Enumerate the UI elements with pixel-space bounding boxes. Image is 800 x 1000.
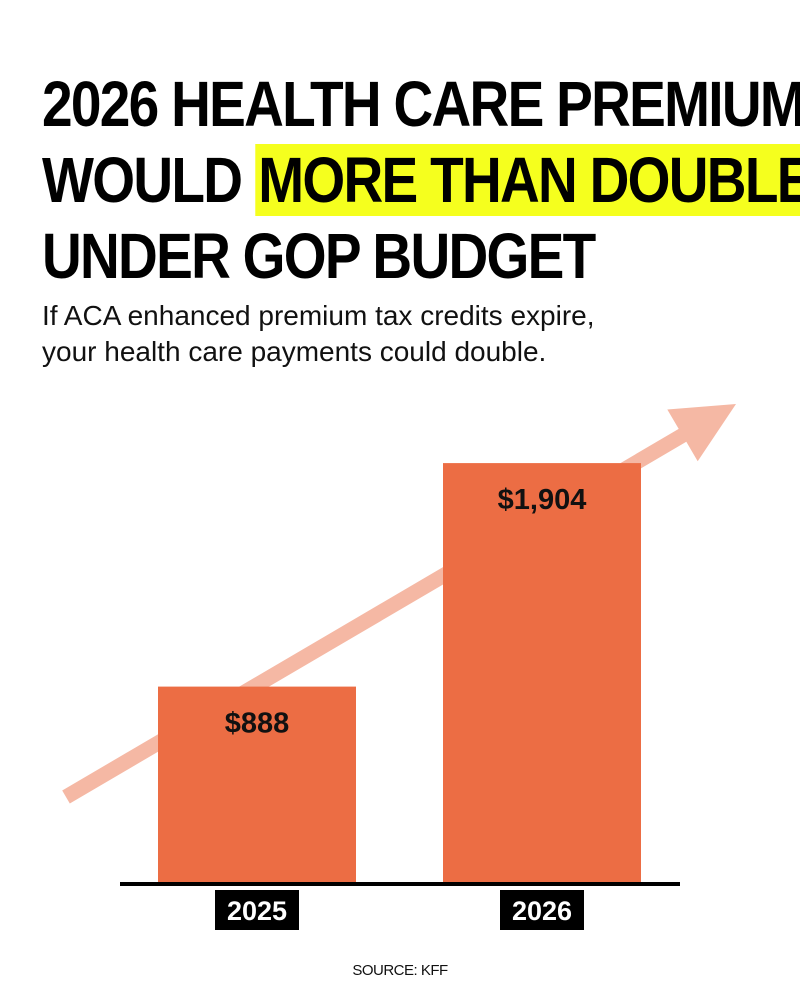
headline-highlight: MORE THAN DOUBLE bbox=[254, 144, 800, 216]
subtitle-line-2: your health care payments could double. bbox=[42, 336, 547, 367]
category-labels-group: 2025 2026 bbox=[215, 890, 584, 930]
bars-group: $888 $1,904 bbox=[158, 463, 641, 882]
subtitle-line-1: If ACA enhanced premium tax credits expi… bbox=[42, 300, 595, 331]
headline-line-2-prefix: WOULD bbox=[42, 144, 255, 216]
subtitle: If ACA enhanced premium tax credits expi… bbox=[42, 298, 762, 370]
value-label-2026: $1,904 bbox=[498, 484, 587, 516]
bar-2026 bbox=[443, 463, 641, 882]
bar-2025 bbox=[158, 686, 356, 882]
headline-line-3: UNDER GOP BUDGET bbox=[42, 220, 596, 292]
value-label-2025: $888 bbox=[225, 708, 290, 740]
category-label-2026: 2026 bbox=[512, 896, 572, 926]
source-note: SOURCE: KFF bbox=[352, 962, 448, 979]
headline-line-2: WOULD MORE THAN DOUBLE bbox=[42, 142, 800, 218]
category-label-box-2026 bbox=[500, 890, 584, 930]
category-label-box-2025 bbox=[215, 890, 299, 930]
category-label-2025: 2025 bbox=[227, 896, 287, 926]
